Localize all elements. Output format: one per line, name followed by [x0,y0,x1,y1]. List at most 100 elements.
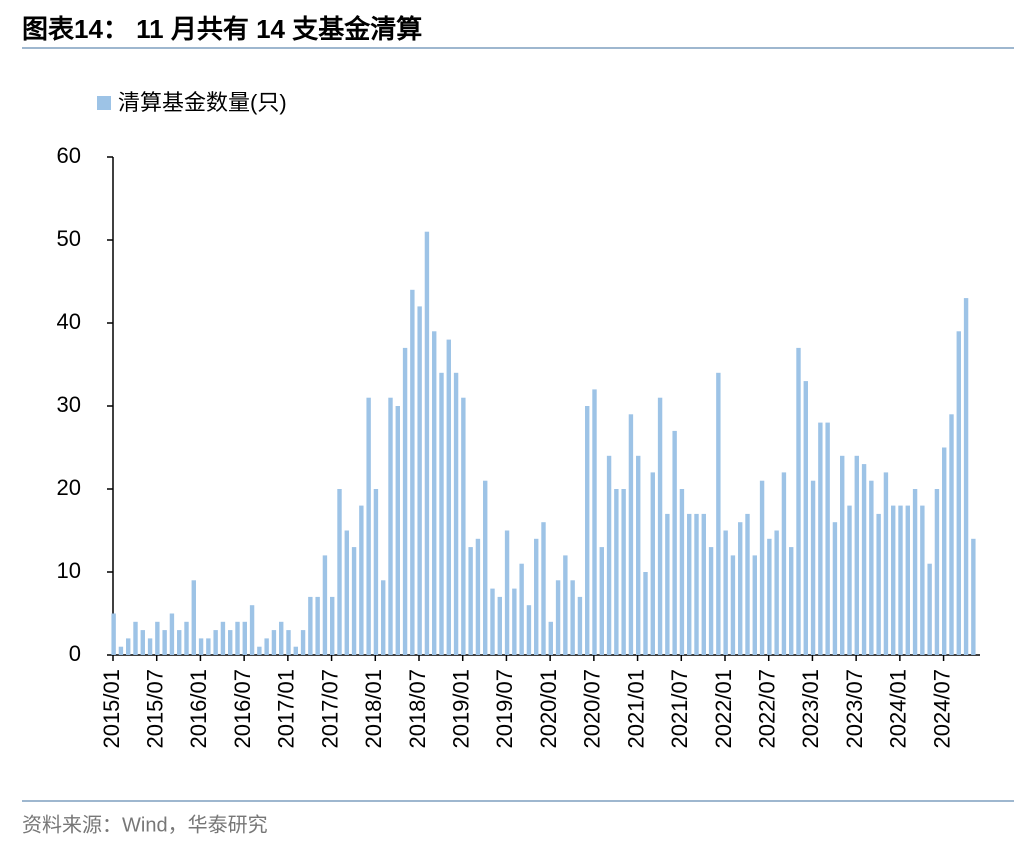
x-tick-label: 2020/07 [580,669,605,749]
bar [927,563,932,655]
bar [468,547,473,655]
x-tick-label: 2019/07 [492,669,517,749]
bar [592,389,597,655]
x-tick-label: 2016/01 [186,669,211,749]
bar [483,480,488,655]
bar [774,530,779,655]
bar [956,331,961,655]
bar [162,630,167,655]
bar [577,596,583,655]
bar [257,646,262,655]
bar [679,489,685,655]
bar [381,580,386,655]
bar [861,464,867,655]
x-tick-label: 2020/01 [536,669,561,749]
y-tick-label: 40 [57,309,81,334]
x-tick-label: 2024/01 [886,669,911,749]
x-tick-label: 2024/07 [929,669,954,749]
bar [337,489,342,655]
bar [738,522,743,655]
bar [614,489,619,655]
bar [497,596,502,655]
bar [373,489,379,655]
bar [847,505,852,655]
bar [388,397,393,655]
bar [453,372,459,655]
bar [840,455,845,655]
bar [759,480,765,655]
bar [563,555,568,655]
x-tick-label: 2022/01 [711,669,736,749]
bar [920,505,925,655]
bar [636,455,641,655]
bar [621,489,626,655]
bar [177,630,182,655]
x-tick-label: 2017/01 [274,669,299,749]
bar [359,505,364,655]
bar [585,406,590,655]
bar [898,505,903,655]
bar [315,596,320,655]
x-tick-label: 2018/07 [405,669,430,749]
bar [942,447,947,655]
bar [971,538,976,655]
bar [869,480,874,655]
bar [322,555,328,655]
bar [235,621,240,655]
y-tick-label: 0 [69,641,81,666]
bar [432,331,437,655]
bar [220,621,226,655]
bar [504,530,510,655]
bar [803,381,808,655]
bar [344,530,349,655]
bar [825,422,830,655]
bar [286,630,291,655]
bar [701,513,706,655]
bar [548,621,553,655]
bar [293,646,298,655]
x-tick-label: 2017/07 [317,669,342,749]
bar [657,397,663,655]
bar [351,547,357,655]
bar [694,513,699,655]
legend-label: 清算基金数量(只) [118,90,287,115]
bar [410,289,415,655]
bar [490,588,495,655]
bar [745,513,750,655]
bar [789,547,794,655]
bar [402,347,408,655]
bar [934,489,940,655]
x-tick-label: 2023/07 [842,669,867,749]
bar [730,555,736,655]
bar [184,621,189,655]
bar [687,513,692,655]
bar [570,580,575,655]
bar [606,455,612,655]
x-tick-label: 2021/01 [623,669,648,749]
y-tick-label: 60 [57,143,81,168]
bar [665,513,670,655]
bar [228,630,233,655]
bar [118,646,124,655]
bar [439,372,444,655]
bar [767,538,772,655]
bar [271,630,277,655]
y-tick-label: 50 [57,226,81,251]
bar [512,588,517,655]
bar [133,621,138,655]
source: 资料来源：Wind，华泰研究 [22,813,268,836]
bar [126,638,131,655]
bar [716,372,721,655]
bar [417,306,422,655]
bar [249,605,255,655]
bar [300,630,306,655]
bar [169,613,175,655]
bar [330,596,335,655]
x-tick-label: 2018/01 [361,669,386,749]
bar [643,572,648,655]
bar [140,630,145,655]
bar [963,298,969,655]
bar [810,480,816,655]
bar [519,563,524,655]
